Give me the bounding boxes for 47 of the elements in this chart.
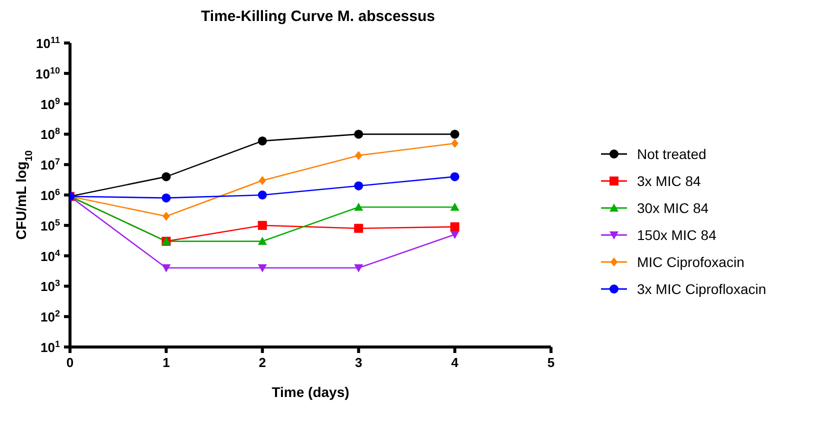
point [354, 181, 364, 190]
point [450, 230, 460, 240]
x-axis-title: Time (days) [272, 384, 350, 400]
point [162, 193, 171, 202]
point [162, 264, 171, 272]
point [258, 136, 267, 146]
x-tick-label: 4 [451, 355, 460, 370]
x-tick-label: 1 [162, 355, 170, 370]
point [450, 222, 460, 232]
legend-label: MIC Ciprofoxacin [637, 254, 744, 270]
y-tick-label: 10$^{7}$ [40, 156, 60, 173]
y-tick-label: 10$^{6}$ [40, 187, 60, 203]
x-tick-label: 2 [258, 355, 266, 370]
x-tick-label: 3 [354, 355, 362, 370]
point [258, 220, 267, 230]
legend-label: Not treated [637, 146, 706, 162]
y-tick-label: 10$^{9}$ [40, 96, 60, 112]
legend-label: 150x MIC 84 [637, 226, 716, 242]
point [354, 130, 364, 139]
point [450, 172, 460, 182]
legend-label: 3x MIC Ciprofloxacin [637, 280, 766, 296]
y-tick-label: 10$^{5}$ [40, 217, 60, 234]
point [258, 176, 266, 185]
x-tick-label: 0 [66, 355, 74, 370]
point [354, 224, 364, 233]
point [162, 212, 170, 221]
point [354, 264, 364, 272]
y-tick-label: 10$^{10}$ [36, 65, 60, 82]
point [258, 236, 267, 245]
point [450, 202, 460, 211]
point [450, 130, 460, 139]
y-tick-label: 10$^{1}$ [40, 339, 60, 355]
point [258, 264, 267, 272]
point [258, 190, 267, 200]
chart-title: Time-Killing Curve M. abscessus [200, 8, 436, 25]
y-tick-label: 10$^{11}$ [36, 35, 60, 51]
y-tick-label: 10$^{3}$ [40, 278, 60, 294]
point [355, 150, 362, 160]
y-tick-label: 10$^{8}$ [40, 126, 60, 142]
point [162, 172, 171, 182]
legend-label: 30x MIC 84 [637, 200, 709, 216]
point [451, 138, 458, 148]
point [354, 202, 364, 211]
y-tick-label: 10$^{2}$ [40, 308, 60, 325]
legend-label: 3x MIC 84 [637, 172, 701, 188]
x-tick-label: 5 [547, 355, 555, 370]
y-tick-label: 10$^{4}$ [40, 248, 60, 264]
